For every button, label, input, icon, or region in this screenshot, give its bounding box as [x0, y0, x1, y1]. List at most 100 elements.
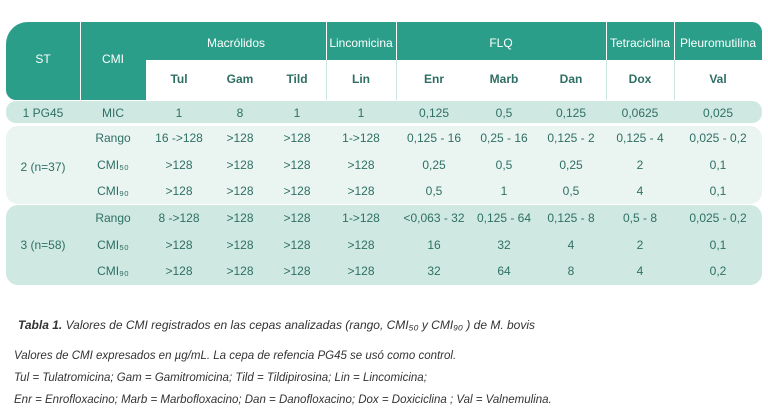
table-cell: 0,125 - 4 — [616, 131, 664, 145]
table-cell: 8 — [567, 264, 575, 278]
table-cell: >128 — [165, 264, 193, 278]
row-label: CMI₅₀ — [97, 238, 129, 252]
group-pleuromutilina: Pleuromutilina — [679, 36, 757, 50]
table-cell: 0,025 - 0,2 — [689, 211, 747, 225]
table-cell: 1->128 — [342, 131, 380, 145]
col-divider — [326, 60, 327, 100]
table-cell: >128 — [347, 184, 375, 198]
group-divider — [606, 22, 607, 60]
table-cell: 0,125 - 64 — [476, 211, 532, 225]
table-cell: 1 — [357, 106, 365, 120]
table-cell: >128 — [226, 238, 254, 252]
table-cell: >128 — [226, 184, 254, 198]
table-cell: 1 — [175, 106, 183, 120]
table-cell: 0,125 - 8 — [547, 211, 595, 225]
row-label: Rango — [95, 211, 131, 225]
caption-line-3: Enr = Enrofloxacino; Marb = Marbofloxaci… — [14, 394, 552, 406]
col-dox: Dox — [628, 72, 652, 86]
table-cell: >128 — [347, 158, 375, 172]
col-gam: Gam — [226, 72, 254, 86]
table-cell: 0,025 — [702, 106, 734, 120]
header-columns-band — [146, 60, 762, 100]
table-cell: 0,1 — [709, 158, 727, 172]
table-cell: 0,025 - 0,2 — [689, 131, 747, 145]
table-cell: 0,125 — [555, 106, 587, 120]
group-divider — [396, 22, 397, 60]
table-cell: 16 — [427, 238, 441, 252]
table-cell: 0,2 — [709, 264, 727, 278]
col-divider — [606, 60, 607, 100]
group-divider — [674, 22, 675, 60]
col-marb: Marb — [489, 72, 519, 86]
row-label: CMI₉₀ — [97, 184, 129, 198]
header-groups-band — [146, 22, 762, 60]
caption-title-bold: Tabla 1. — [18, 318, 63, 332]
table-cell: 0,1 — [709, 238, 727, 252]
row-cmi-label: MIC — [102, 106, 124, 120]
caption-line-1: Valores de CMI expresados en µg/mL. La c… — [14, 350, 457, 362]
table-cell: 0,25 — [559, 158, 583, 172]
group-flq: FLQ — [489, 36, 513, 50]
table-cell: >128 — [347, 238, 375, 252]
table-cell: 2 — [636, 158, 644, 172]
col-tild: Tild — [286, 72, 308, 86]
group3-st-label: 3 (n=58) — [20, 238, 66, 252]
caption-title-rest: Valores de CMI registrados en las cepas … — [62, 318, 536, 332]
table-cell: 0,125 — [418, 106, 450, 120]
table-cell: 64 — [497, 264, 511, 278]
row-label: CMI₉₀ — [97, 264, 129, 278]
col-divider — [396, 60, 397, 100]
col-val: Val — [709, 72, 727, 86]
table-cell: 8 ->128 — [158, 211, 200, 225]
table-cell: 1 — [500, 184, 508, 198]
table-cell: >128 — [165, 158, 193, 172]
group-divider — [326, 22, 327, 60]
table-cell: 16 ->128 — [155, 131, 203, 145]
row-st-label: 1 PG45 — [22, 106, 64, 120]
table-cell: >128 — [283, 264, 311, 278]
group-macrolidos: Macrólidos — [206, 36, 266, 50]
table-cell: 32 — [427, 264, 441, 278]
table-cell: >128 — [226, 211, 254, 225]
group2-st-label: 2 (n=37) — [20, 160, 66, 174]
table-cell: <0,063 - 32 — [403, 211, 465, 225]
table-cell: 4 — [636, 264, 644, 278]
header-cmi: CMI — [102, 52, 124, 66]
table-cell: 0,125 - 16 — [406, 131, 462, 145]
table-caption: Tabla 1. Valores de CMI registrados en l… — [18, 318, 535, 332]
table-cell: >128 — [165, 184, 193, 198]
table-cell: >128 — [226, 131, 254, 145]
table-cell: 0,5 — [495, 158, 513, 172]
table-cell: 0,25 — [422, 158, 446, 172]
table-cell: 32 — [497, 238, 511, 252]
table-cell: 4 — [567, 238, 575, 252]
group-lincomicina: Lincomicina — [329, 36, 393, 50]
col-tul: Tul — [170, 72, 188, 86]
table-cell: 4 — [636, 184, 644, 198]
table-cell: >128 — [165, 238, 193, 252]
col-lin: Lin — [352, 72, 370, 86]
table-cell: 0,25 - 16 — [480, 131, 528, 145]
header-st-block — [6, 22, 146, 100]
col-dan: Dan — [559, 72, 583, 86]
row-label: CMI₅₀ — [97, 158, 129, 172]
table-cell: 2 — [636, 238, 644, 252]
table-cell: >128 — [347, 264, 375, 278]
table-cell: >128 — [283, 158, 311, 172]
table-cell: 8 — [236, 106, 244, 120]
table-cell: 1 — [293, 106, 301, 120]
group2-band — [6, 126, 762, 204]
table-cell: >128 — [283, 211, 311, 225]
table-cell: 0,5 — [425, 184, 443, 198]
table-cell: >128 — [283, 238, 311, 252]
caption-line-2: Tul = Tulatromicina; Gam = Gamitromicina… — [14, 372, 427, 384]
group-tetraciclina: Tetraciclina — [609, 36, 671, 50]
header-st: ST — [35, 52, 51, 66]
table-cell: >128 — [283, 184, 311, 198]
table-cell: 0,0625 — [621, 106, 659, 120]
table-cell: 0,5 — [495, 106, 513, 120]
header-divider — [80, 22, 81, 100]
table-cell: 0,125 - 2 — [547, 131, 595, 145]
table-cell: >128 — [226, 264, 254, 278]
group3-band — [6, 205, 762, 285]
